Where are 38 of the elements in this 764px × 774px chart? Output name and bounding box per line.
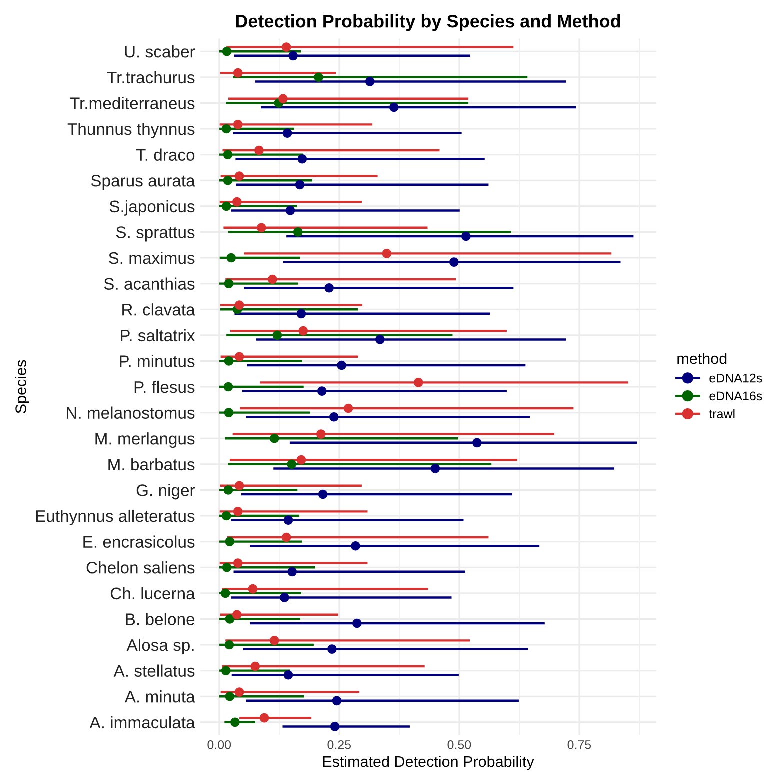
y-tick-label: A. immaculata	[90, 716, 196, 729]
y-tick-label: A. stellatus	[114, 664, 195, 678]
y-tick-label: P. minutus	[120, 355, 195, 368]
legend-label: eDNA16s	[710, 392, 762, 401]
y-tick-label: S. sprattus	[116, 226, 195, 242]
y-tick-label: G. niger	[136, 484, 196, 500]
y-tick-label: R. clavata	[122, 304, 196, 316]
y-tick-label: P. flesus	[134, 380, 195, 394]
y-tick-label: Tr.trachurus	[107, 71, 195, 84]
y-axis-title: Species	[15, 360, 30, 414]
legend-label: eDNA12s	[710, 374, 762, 383]
y-tick-label: B. belone	[126, 613, 195, 626]
x-tick-label: 0.25	[328, 740, 352, 750]
x-tick-label: 0.50	[448, 740, 472, 750]
y-tick-label: Chelon saliens	[86, 562, 195, 574]
y-tick-label: Ch. lucerna	[110, 587, 196, 600]
legend-label: trawl	[709, 409, 735, 419]
x-tick-label: 0.00	[208, 740, 232, 750]
y-tick-label: S.japonicus	[110, 200, 195, 216]
y-tick-label: M. barbatus	[108, 458, 195, 471]
chart-title: Detection Probability by Species and Method	[236, 14, 620, 32]
y-tick-label: U. scaber	[125, 46, 196, 58]
y-tick-label: P. saltatrix	[121, 329, 196, 342]
legend-title: method	[678, 353, 727, 364]
x-tick-label: 0.75	[568, 740, 592, 750]
y-tick-label: Tr.mediterraneus	[70, 97, 195, 110]
y-tick-label: M. merlangus	[96, 432, 195, 448]
y-tick-label: Euthynnus alleteratus	[36, 510, 195, 526]
y-tick-label: S. maximus	[109, 252, 195, 264]
y-tick-label: E. encrasicolus	[84, 536, 195, 548]
y-tick-label: T. draco	[136, 148, 195, 162]
y-tick-label: Thunnus thynnus	[68, 122, 195, 138]
y-tick-label: A. minuta	[124, 690, 196, 703]
y-tick-label: S. acanthias	[104, 278, 195, 290]
x-axis-title: Estimated Detection Probability	[323, 756, 534, 770]
y-tick-label: N. melanostomus	[67, 406, 195, 420]
y-tick-label: Sparus aurata	[91, 175, 196, 190]
y-tick-label: Alosa sp.	[126, 638, 194, 654]
